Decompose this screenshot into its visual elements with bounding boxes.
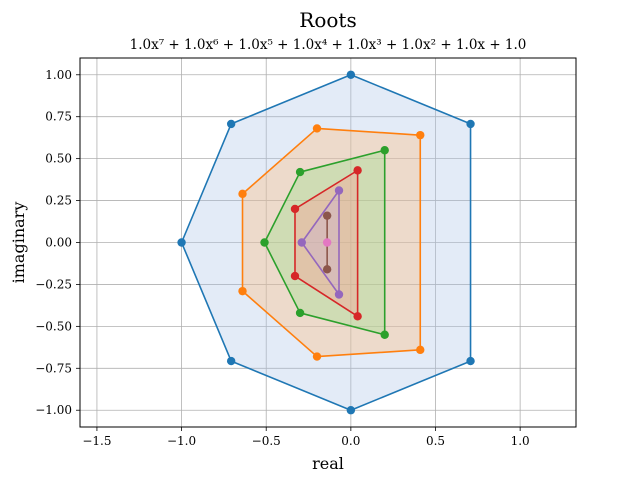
- root-point: [380, 330, 389, 339]
- root-point: [322, 211, 332, 220]
- y-tick-label: 0.00: [45, 236, 72, 250]
- root-point: [295, 308, 305, 318]
- root-point: [334, 290, 344, 299]
- tick-layer: −1.5 −1.0 −0.5 0.0 0.5 1.0 1.00 0.75 0.50 0.25 0.0…: [35, 68, 529, 448]
- root-point: [353, 166, 362, 175]
- x-tick-label: 0.0: [341, 434, 360, 448]
- root-point: [312, 124, 322, 133]
- y-tick-label: −1.00: [35, 403, 72, 417]
- y-tick-label: −0.25: [35, 277, 72, 291]
- x-tick-label: 1.0: [511, 434, 530, 448]
- root-point: [353, 312, 362, 321]
- root-point: [226, 119, 236, 129]
- x-tick-label: 0.5: [426, 434, 445, 448]
- root-series-2: [238, 124, 425, 361]
- y-tick-label: 0.25: [45, 194, 72, 208]
- y-tick-label: 1.00: [45, 68, 72, 82]
- root-hull-outline: [300, 189, 340, 296]
- x-tick-label: −0.5: [252, 434, 281, 448]
- root-hull-fill: [242, 128, 421, 357]
- root-point: [238, 286, 247, 296]
- root-point: [466, 356, 475, 366]
- root-point: [466, 119, 475, 129]
- root-point: [312, 352, 322, 361]
- x-axis-label: real: [312, 454, 344, 473]
- root-point: [380, 146, 389, 155]
- chart-subtitle: 1.0x⁷ + 1.0x⁶ + 1.0x⁵ + 1.0x⁴ + 1.0x³ + …: [130, 37, 527, 53]
- root-point: [260, 238, 269, 247]
- root-point: [226, 356, 236, 366]
- x-tick-label: −1.0: [167, 434, 196, 448]
- y-tick-label: 0.50: [45, 152, 72, 166]
- root-point: [322, 265, 332, 274]
- root-point: [177, 238, 186, 247]
- y-tick-label: −0.75: [35, 361, 72, 375]
- root-point: [346, 406, 356, 415]
- root-point: [238, 189, 247, 199]
- root-point: [290, 204, 300, 214]
- root-point: [297, 238, 306, 247]
- y-tick-label: −0.50: [35, 319, 72, 333]
- root-point: [295, 167, 305, 177]
- x-tick-label: −1.5: [82, 434, 111, 448]
- series-layer: [177, 70, 475, 415]
- root-hull-outline: [180, 73, 472, 412]
- root-hull-outline: [263, 149, 386, 336]
- root-point: [322, 238, 332, 247]
- y-tick-label: 0.75: [45, 110, 72, 124]
- root-point: [416, 345, 425, 355]
- y-axis-label: imaginary: [9, 202, 28, 284]
- root-series-7: [322, 238, 332, 247]
- root-point: [334, 186, 344, 195]
- chart-title: Roots: [299, 8, 356, 32]
- root-point: [290, 271, 300, 281]
- root-point: [346, 70, 356, 79]
- root-point: [416, 130, 425, 140]
